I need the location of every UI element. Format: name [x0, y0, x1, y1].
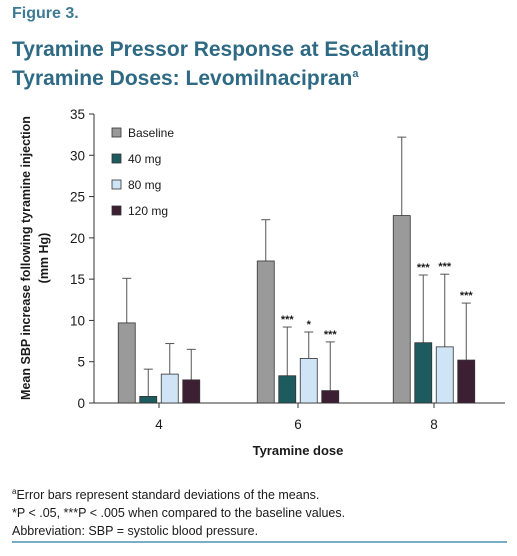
bar: [256, 260, 275, 404]
legend-label: 80 mg: [128, 178, 161, 192]
x-tick-label: 8: [430, 417, 438, 432]
x-tick-label: 6: [294, 417, 302, 432]
bar-chart: Mean SBP increase following tyramine inj…: [19, 107, 505, 458]
title-footnote-marker: a: [352, 68, 359, 80]
y-axis: 0 5 10 15 20 25 30 35: [70, 107, 95, 411]
legend-swatch: [111, 205, 122, 216]
x-tick-label: 4: [155, 417, 163, 432]
footnotes: aError bars represent standard deviation…: [12, 483, 507, 540]
y-tick-label: 5: [77, 355, 85, 370]
y-tick-label: 15: [70, 272, 85, 287]
bar: [117, 322, 136, 404]
significance-label: ***: [324, 329, 338, 341]
y-tick-label: 10: [70, 313, 85, 328]
y-tick-label: 0: [77, 396, 85, 411]
figure-label: Figure 3.: [12, 5, 79, 22]
y-tick-label: 30: [70, 148, 85, 163]
figure-title: Tyramine Pressor Response at Escalating …: [12, 37, 507, 91]
bar-series: ****: [160, 261, 454, 404]
footnote-2: *P < .05, ***P < .005 when compared to t…: [12, 506, 346, 521]
y-axis-label-line1: Mean SBP increase following tyramine inj…: [19, 116, 33, 400]
bar: [321, 390, 340, 404]
footnote-marker: a: [12, 487, 17, 496]
bar: [299, 358, 318, 404]
bar: [457, 359, 476, 404]
x-axis-label: Tyramine dose: [253, 443, 344, 458]
significance-label: ***: [460, 290, 474, 302]
y-tick-label: 25: [70, 190, 85, 205]
bar: [278, 375, 297, 404]
significance-label: ***: [281, 314, 295, 326]
footnote-1-text: Error bars represent standard deviations…: [16, 488, 320, 503]
y-axis-label-line2: (mm Hg): [37, 233, 51, 284]
bar: [414, 342, 433, 404]
y-tick-label: 20: [70, 231, 85, 246]
bar: [435, 346, 454, 404]
legend-label: Baseline: [128, 126, 174, 140]
bar-series: [117, 136, 411, 404]
footnote-1: aError bars represent standard deviation…: [12, 483, 507, 504]
significance-label: ***: [438, 261, 452, 273]
bar: [392, 215, 411, 404]
y-tick-label: 35: [70, 107, 85, 122]
legend-label: 40 mg: [128, 152, 161, 166]
legend: Baseline 40 mg 80 mg 120 mg: [111, 126, 174, 218]
significance-label: *: [307, 319, 312, 331]
legend-swatch: [111, 179, 122, 190]
bar-series: *** ***: [182, 290, 476, 404]
bar: [160, 373, 179, 404]
bar: [139, 395, 158, 404]
bar-series-group: ****************: [117, 136, 476, 404]
legend-swatch: [111, 127, 122, 138]
legend-swatch: [111, 153, 122, 164]
bottom-rule: [12, 541, 507, 543]
legend-label: 120 mg: [128, 204, 168, 218]
figure-title-text: Tyramine Pressor Response at Escalating …: [12, 38, 430, 90]
bar: [182, 379, 201, 404]
y-axis-label: Mean SBP increase following tyramine inj…: [19, 116, 51, 400]
bar-series: *** ***: [139, 262, 433, 404]
footnote-3: Abbreviation: SBP = systolic blood press…: [12, 524, 259, 539]
significance-label: ***: [417, 262, 431, 274]
x-axis: 4 6 8: [94, 402, 505, 432]
